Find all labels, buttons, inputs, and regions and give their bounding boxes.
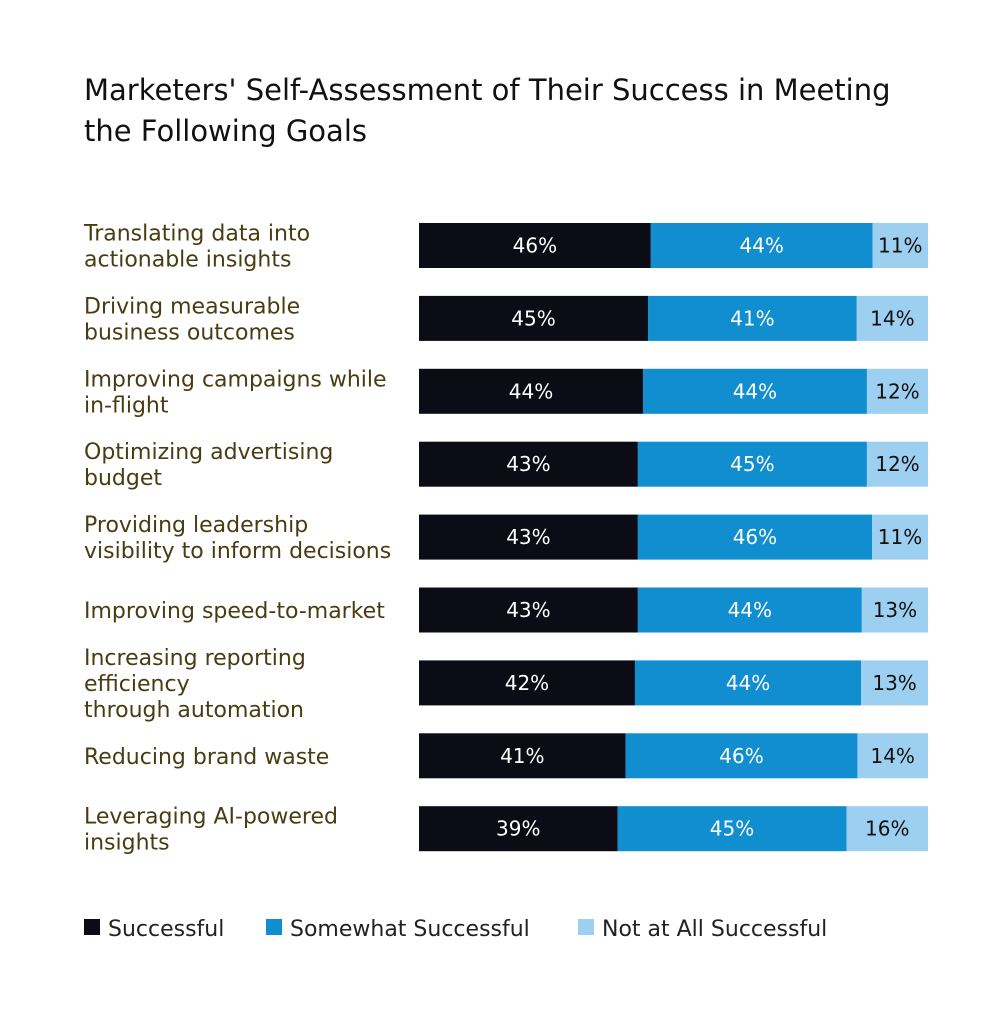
bar-segment-not-at-all-successful: [872, 223, 928, 268]
bar-segment-successful: [419, 295, 649, 341]
data-label: 46%: [513, 234, 557, 258]
data-label: 45%: [511, 306, 555, 330]
data-label: 44%: [733, 379, 777, 403]
bar-segment-successful: [419, 660, 635, 706]
bar-segment-not-at-all-successful: [846, 806, 928, 852]
bar-segment-successful: [419, 441, 638, 487]
data-label: 43%: [506, 598, 550, 622]
bar-segment-successful: [419, 733, 626, 779]
data-label: 44%: [726, 671, 770, 695]
bar-segment-somewhat-successful: [648, 295, 857, 341]
data-label: 44%: [509, 379, 553, 403]
bar-segment-somewhat-successful: [617, 806, 847, 852]
bar-segment-not-at-all-successful: [861, 660, 928, 706]
data-label: 16%: [865, 817, 909, 841]
chart-title: Marketers' Self-Assessment of Their Succ…: [84, 73, 891, 148]
bar-segment-successful: [419, 587, 638, 633]
bar-segment-somewhat-successful: [637, 441, 867, 487]
legend-label: Not at All Successful: [602, 917, 827, 942]
data-label: 14%: [870, 744, 914, 768]
bar-segment-not-at-all-successful: [866, 441, 928, 487]
legend-swatch: [266, 919, 282, 935]
bar-segment-not-at-all-successful: [872, 514, 928, 560]
bar-segment-successful: [419, 806, 618, 852]
legend-swatch: [578, 919, 594, 935]
data-label: 44%: [728, 598, 772, 622]
data-label: 43%: [506, 525, 550, 549]
bar-segment-not-at-all-successful: [861, 587, 928, 633]
data-label: 45%: [730, 452, 774, 476]
category-label: Translating data into actionable insights: [83, 222, 310, 273]
data-label: 46%: [733, 525, 777, 549]
bar-segment-not-at-all-successful: [856, 295, 928, 341]
data-label: 14%: [870, 306, 914, 330]
category-label: Increasing reporting efficiency through au…: [84, 646, 306, 723]
data-label: 43%: [506, 452, 550, 476]
bar-segment-successful: [419, 368, 643, 414]
bar-segment-not-at-all-successful: [866, 368, 928, 414]
bar-segment-somewhat-successful: [637, 514, 873, 560]
legend-label: Somewhat Successful: [290, 917, 530, 942]
data-label: 11%: [878, 234, 922, 258]
data-label: 39%: [496, 817, 540, 841]
category-label: Leveraging AI-powered insights: [84, 805, 338, 856]
data-label: 13%: [872, 671, 916, 695]
bar-segment-somewhat-successful: [634, 660, 862, 706]
bar-segment-somewhat-successful: [642, 368, 867, 414]
data-label: 46%: [719, 744, 763, 768]
data-label: 44%: [739, 234, 783, 258]
category-label: Improving campaigns while in-flight: [84, 367, 387, 418]
legend-label: Successful: [108, 917, 224, 942]
bar-segment-successful: [419, 223, 651, 268]
bar-segment-successful: [419, 514, 638, 560]
category-label: Optimizing advertising budget: [84, 440, 333, 491]
data-label: 12%: [875, 379, 919, 403]
bar-segment-somewhat-successful: [637, 587, 862, 633]
data-label: 42%: [505, 671, 549, 695]
data-label: 13%: [873, 598, 917, 622]
category-label: Reducing brand waste: [84, 745, 329, 770]
data-label: 11%: [878, 525, 922, 549]
legend-swatch: [84, 919, 100, 935]
data-label: 41%: [730, 306, 774, 330]
bar-segment-somewhat-successful: [650, 223, 873, 268]
data-label: 41%: [500, 744, 544, 768]
category-label: Driving measurable business outcomes: [84, 294, 300, 345]
data-label: 45%: [710, 817, 754, 841]
bar-segment-somewhat-successful: [625, 733, 858, 779]
bar-segment-not-at-all-successful: [857, 733, 928, 779]
data-label: 12%: [875, 452, 919, 476]
category-label: Improving speed-to-market: [84, 599, 385, 624]
category-label: Providing leadership visibility to inform…: [84, 513, 391, 564]
